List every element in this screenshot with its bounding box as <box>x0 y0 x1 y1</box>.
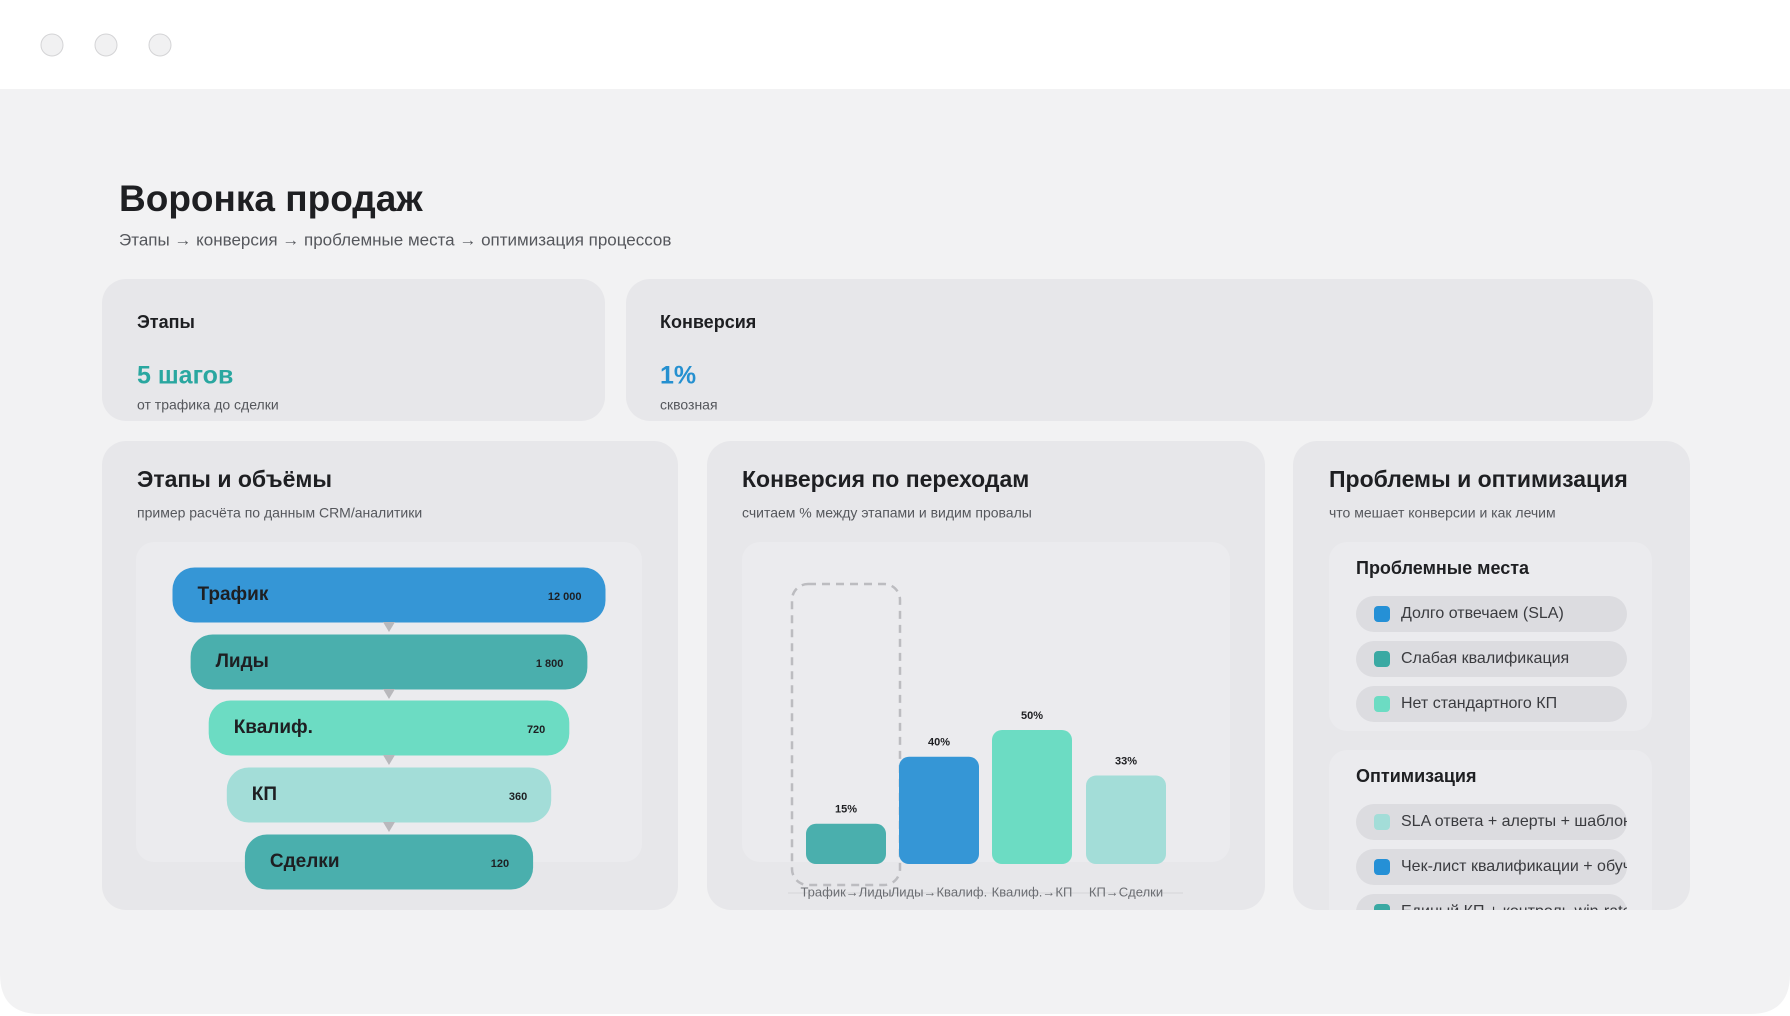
list-pill <box>1356 849 1627 885</box>
list-item: Нет стандартного КП <box>1401 695 1557 712</box>
list-pill <box>1356 641 1627 677</box>
kpi-value: 1% <box>660 362 696 390</box>
bar <box>992 730 1072 864</box>
x-tick-label: Трафик→Лиды <box>800 884 891 899</box>
list-pill <box>1356 804 1627 840</box>
value-label: 1 800 <box>536 658 564 670</box>
color-swatch <box>1374 696 1390 712</box>
bar <box>806 823 886 864</box>
value-label: 720 <box>527 724 545 736</box>
list-box <box>1329 542 1652 731</box>
connector <box>383 822 395 832</box>
list-pill <box>1356 596 1627 632</box>
list-pill <box>1356 894 1627 910</box>
color-swatch <box>1374 904 1390 910</box>
list-item: Долго отвечаем (SLA) <box>1401 605 1564 622</box>
list-item: Слабая квалификация <box>1401 650 1569 667</box>
stage-label: Лиды <box>216 651 269 672</box>
stage-label: Квалиф. <box>234 717 313 738</box>
title-bar <box>0 0 1790 89</box>
problems-content: Проблемные места Оптимизация Долго отвеч… <box>1329 542 1667 920</box>
funnel-chart: Трафик 12 000 Лиды 1 800 Квалиф. 720 КП 360 Сдел… <box>172 567 606 890</box>
funnel-bar <box>190 634 588 690</box>
list-title: Проблемные места <box>1356 558 1530 578</box>
stage-label: КП <box>252 784 277 805</box>
window-button[interactable] <box>94 33 118 57</box>
page-subtitle: Этапы → конверсия → проблемные места → о… <box>119 230 671 249</box>
panel-title: Этапы и объёмы <box>137 466 332 492</box>
value-label: 12 000 <box>548 591 582 603</box>
window-button[interactable] <box>40 33 64 57</box>
value-label: 40% <box>928 737 950 749</box>
funnel-bar <box>226 767 552 823</box>
lists: Долго отвечаем (SLA) Слабая квалификация Н… <box>1356 596 1667 920</box>
list-pill <box>1356 686 1627 722</box>
value-label: 120 <box>491 858 509 870</box>
highlight-box <box>790 582 902 887</box>
kpi-card <box>626 279 1653 421</box>
value-label: 15% <box>835 804 857 816</box>
kpi-label: Конверсия <box>660 312 756 332</box>
x-tick-label: КП→Сделки <box>1089 884 1163 899</box>
color-swatch <box>1374 814 1390 830</box>
funnel-bar <box>208 700 570 756</box>
stage-label: Трафик <box>198 584 269 605</box>
stage-label: Сделки <box>270 851 340 872</box>
kpi-note: сквозная <box>660 397 718 413</box>
bar-chart: 15% Трафик→Лиды 40% Лиды→Квалиф. 50% Квалиф.→… <box>788 582 1183 899</box>
connector <box>383 689 395 699</box>
kpi-value: 5 шагов <box>137 362 233 390</box>
window-button[interactable] <box>148 33 172 57</box>
color-swatch <box>1374 651 1390 667</box>
bar <box>899 756 979 864</box>
list-item: Единый КП + контроль win-rate <box>1401 903 1632 920</box>
panel-title: Проблемы и оптимизация <box>1329 466 1628 492</box>
kpi-card <box>102 279 605 421</box>
connector <box>383 755 395 765</box>
funnel-bar <box>244 834 534 890</box>
panel-subtitle: пример расчёта по данным CRM/аналитики <box>137 505 422 521</box>
color-swatch <box>1374 859 1390 875</box>
panel-subtitle: что мешает конверсии и как лечим <box>1329 505 1556 521</box>
value-label: 50% <box>1021 710 1043 722</box>
kpi-label: Этапы <box>137 312 195 332</box>
connector <box>383 622 395 632</box>
bar <box>1086 775 1166 864</box>
list-title: Оптимизация <box>1356 766 1477 786</box>
kpi-note: от трафика до сделки <box>137 397 279 413</box>
panel-title: Конверсия по переходам <box>742 466 1029 492</box>
color-swatch <box>1374 606 1390 622</box>
x-tick-label: Лиды→Квалиф. <box>891 884 987 899</box>
value-label: 33% <box>1115 755 1137 767</box>
panel-subtitle: считаем % между этапами и видим провалы <box>742 505 1032 521</box>
value-label: 360 <box>509 791 527 803</box>
funnel-bar <box>172 567 606 623</box>
page-title: Воронка продаж <box>119 178 423 219</box>
x-tick-label: Квалиф.→КП <box>992 884 1073 899</box>
list-item: SLA ответа + алерты + шаблоны <box>1401 813 1643 830</box>
list-item: Чек-лист квалификации + обучение <box>1401 858 1667 875</box>
